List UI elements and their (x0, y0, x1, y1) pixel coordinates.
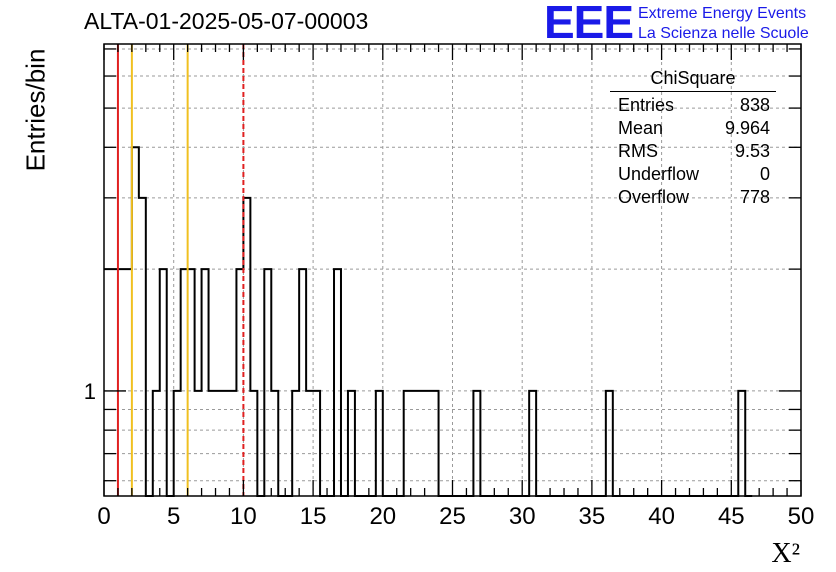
x-tick-label: 10 (230, 503, 257, 530)
y-axis-label: Entries/bin (20, 48, 51, 172)
axis-ticks (103, 44, 802, 496)
logo-mark: EEE (544, 0, 634, 48)
tick-labels: 10 5 10 15 20 25 30 35 40 45 50 (84, 379, 815, 530)
stats-value: 9.964 (724, 118, 770, 138)
x-tick-label: 45 (718, 503, 745, 530)
stats-value: 778 (739, 187, 770, 207)
stats-row: Mean 9.964 (610, 117, 776, 140)
grid-lines (104, 44, 801, 496)
x-tick-label: 35 (579, 503, 606, 530)
chart-title: ALTA-01-2025-05-07-00003 (84, 8, 369, 34)
x-tick-label: 15 (300, 503, 327, 530)
stats-label: Overflow (618, 187, 690, 207)
reference-lines (116, 44, 245, 496)
x-tick-label: 0 (97, 503, 110, 530)
stats-box: ChiSquare Entries 838 Mean 9.964 RMS 9.5… (610, 68, 776, 209)
stats-title: ChiSquare (610, 68, 776, 92)
x-tick-label: 40 (648, 503, 675, 530)
eee-logo: EEE Extreme Energy Events La Scienza nel… (544, 0, 809, 48)
x-tick-label: 5 (167, 503, 180, 530)
stats-label: Underflow (618, 164, 700, 184)
stats-label: RMS (618, 141, 658, 161)
x-tick-label: 30 (509, 503, 536, 530)
stats-value: 0 (759, 164, 770, 184)
stats-row: Entries 838 (610, 94, 776, 117)
stats-row: Overflow 778 (610, 186, 776, 209)
x-tick-label: 20 (369, 503, 396, 530)
x-tick-label: 25 (439, 503, 466, 530)
stats-row: Underflow 0 (610, 163, 776, 186)
stats-value: 838 (739, 95, 770, 115)
stats-row: RMS 9.53 (610, 140, 776, 163)
logo-line-2: La Scienza nelle Scuole (638, 25, 809, 42)
x-axis-label: X² (771, 538, 800, 569)
logo-text: Extreme Energy Events La Scienza nelle S… (638, 4, 809, 44)
stats-label: Entries (618, 95, 675, 115)
stats-value: 9.53 (734, 141, 770, 161)
y-tick-label: 1 (84, 379, 96, 404)
stats-label: Mean (618, 118, 664, 138)
logo-line-1: Extreme Energy Events (638, 5, 807, 22)
x-tick-label: 50 (788, 503, 815, 530)
